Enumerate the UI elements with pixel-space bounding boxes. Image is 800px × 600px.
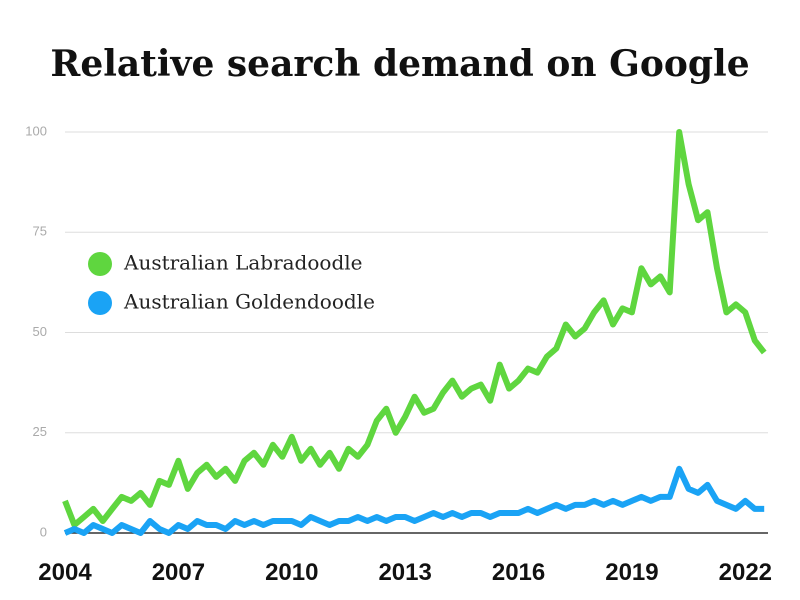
x-tick-label: 2019 — [605, 559, 658, 586]
x-tick-label: 2016 — [492, 559, 545, 586]
x-tick-label: 2007 — [152, 559, 205, 586]
y-tick-label: 25 — [33, 424, 47, 439]
y-tick-label: 100 — [25, 123, 47, 138]
series-line — [62, 129, 767, 528]
series-line — [63, 465, 765, 536]
y-tick-label: 0 — [40, 524, 47, 539]
x-tick-label: 2013 — [378, 559, 431, 586]
x-tick-label: 2022 — [719, 559, 772, 586]
x-tick-label: 2004 — [38, 559, 92, 586]
y-tick-label: 50 — [33, 324, 47, 339]
legend-label: Australian Goldendoodle — [123, 290, 375, 314]
chart-title: Relative search demand on Google — [50, 43, 749, 85]
legend-label: Australian Labradoodle — [123, 251, 362, 275]
x-tick-label: 2010 — [265, 559, 318, 586]
legend-marker — [88, 291, 112, 315]
y-tick-label: 75 — [33, 224, 47, 239]
legend-marker — [88, 252, 112, 276]
